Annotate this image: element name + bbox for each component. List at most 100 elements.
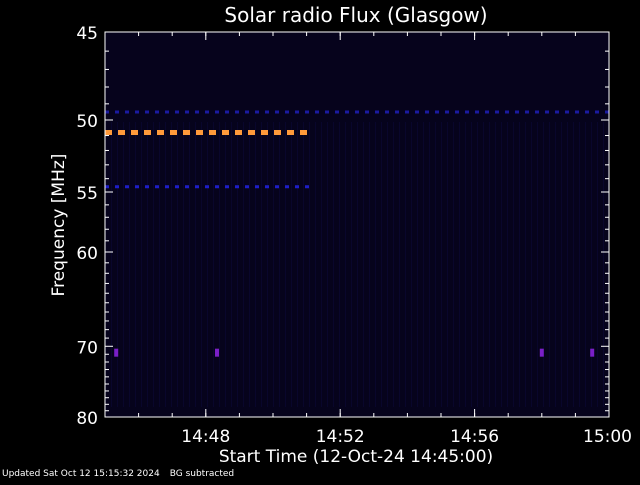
x-tick-label: 14:56: [450, 427, 499, 447]
noise-streak: [555, 122, 556, 407]
noise-streak: [381, 122, 382, 407]
x-tick-label: 15:00: [583, 427, 632, 447]
noise-streak: [543, 122, 544, 407]
noise-streak: [537, 122, 538, 407]
noise-streak: [453, 122, 454, 407]
noise-streak: [135, 122, 136, 407]
noise-streak: [111, 122, 112, 407]
noise-streak: [303, 122, 304, 407]
noise-streak: [117, 122, 118, 407]
noise-streak: [357, 122, 358, 407]
noise-streak: [567, 122, 568, 407]
noise-streak: [507, 122, 508, 407]
y-tick-label: 60: [76, 244, 98, 264]
noise-streak: [171, 122, 172, 407]
noise-streak: [351, 122, 352, 407]
noise-streak: [405, 122, 406, 407]
noise-streak: [255, 122, 256, 407]
noise-streak: [525, 122, 526, 407]
bg-subtracted-note: BG subtracted: [169, 469, 235, 479]
noise-streak: [237, 122, 238, 407]
noise-streak: [207, 122, 208, 407]
plot-border: [104, 31, 610, 418]
noise-streak: [459, 122, 460, 407]
noise-streak: [603, 122, 604, 407]
noise-streak: [129, 122, 130, 407]
y-axis: 45 50 55 60 70 80: [76, 24, 609, 429]
y-tick-label: 50: [76, 112, 98, 132]
chart-title: Solar radio Flux (Glasgow): [224, 3, 487, 27]
emission-spot: [215, 348, 219, 357]
noise-streak: [183, 122, 184, 407]
emission-spot: [114, 348, 119, 357]
updated-timestamp: Updated Sat Oct 12 15:15:32 2024: [2, 469, 160, 479]
noise-streak: [261, 122, 262, 407]
noise-streak: [195, 122, 196, 407]
noise-streak: [153, 122, 154, 407]
noise-streak: [423, 122, 424, 407]
noise-streak: [291, 122, 292, 407]
noise-streak: [243, 122, 244, 407]
noise-streak: [471, 122, 472, 407]
noise-streak: [201, 122, 202, 407]
emission-spot: [539, 348, 544, 357]
noise-streak: [531, 122, 532, 407]
noise-streak: [231, 122, 232, 407]
noise-streak: [339, 122, 340, 407]
noise-streak: [141, 122, 142, 407]
y-tick-label: 70: [76, 338, 98, 358]
noise-streak: [519, 122, 520, 407]
noise-streak: [597, 122, 598, 407]
noise-streak: [363, 122, 364, 407]
noise-streak: [279, 122, 280, 407]
noise-streak: [399, 122, 400, 407]
noise-streak: [375, 122, 376, 407]
noise-streak: [483, 122, 484, 407]
noise-streak: [447, 122, 448, 407]
noise-streak: [489, 122, 490, 407]
noise-streak: [333, 122, 334, 407]
x-tick-label: 14:48: [181, 427, 230, 447]
noise-streak: [465, 122, 466, 407]
background-noise-streaks: [111, 122, 604, 407]
noise-streak: [501, 122, 502, 407]
footer: Updated Sat Oct 12 15:15:32 2024 BG subtr…: [2, 469, 244, 479]
noise-streak: [327, 122, 328, 407]
noise-streak: [387, 122, 388, 407]
noise-streak: [273, 122, 274, 407]
noise-streak: [321, 122, 322, 407]
noise-streak: [429, 122, 430, 407]
noise-streak: [417, 122, 418, 407]
noise-streak: [213, 122, 214, 407]
y-axis-label: Frequency [MHz]: [49, 154, 69, 297]
emission-spots: [114, 348, 595, 357]
noise-streak: [345, 122, 346, 407]
x-tick-label: 14:52: [316, 427, 365, 447]
noise-streak: [435, 122, 436, 407]
noise-streak: [585, 122, 586, 407]
noise-streak: [477, 122, 478, 407]
y-tick-label: 45: [76, 24, 98, 44]
noise-streak: [369, 122, 370, 407]
noise-streak: [309, 122, 310, 407]
noise-streak: [147, 122, 148, 407]
noise-streak: [495, 122, 496, 407]
noise-streak: [219, 122, 220, 407]
noise-streak: [315, 122, 316, 407]
noise-streak: [177, 122, 178, 407]
noise-streak: [225, 122, 226, 407]
y-tick-label: 80: [76, 409, 98, 429]
emission-spot: [590, 348, 595, 357]
noise-streak: [267, 122, 268, 407]
x-axis-label: Start Time (12-Oct-24 14:45:00): [219, 447, 493, 467]
noise-streak: [249, 122, 250, 407]
noise-streak: [159, 122, 160, 407]
noise-streak: [591, 122, 592, 407]
noise-streak: [561, 122, 562, 407]
noise-streak: [165, 122, 166, 407]
noise-streak: [573, 122, 574, 407]
noise-streak: [297, 122, 298, 407]
noise-streak: [549, 122, 550, 407]
noise-streak: [189, 122, 190, 407]
